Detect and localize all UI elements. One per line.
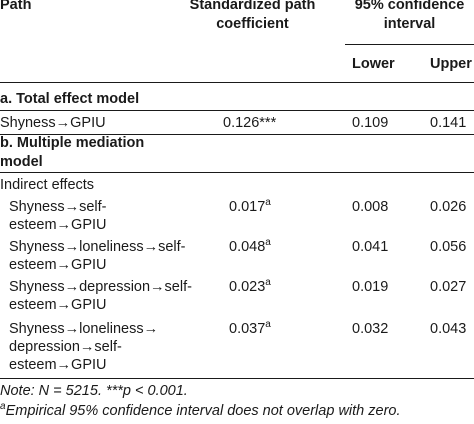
row-coefficient: 0.126*** bbox=[223, 115, 277, 131]
section-multiple-mediation-line2: model bbox=[0, 154, 43, 170]
ci-subheader-rule bbox=[345, 44, 474, 45]
header-ci-line1: 95% confidence bbox=[354, 0, 465, 13]
row-coefficient: 0.017a bbox=[229, 197, 271, 215]
row-coefficient: 0.023a bbox=[229, 277, 271, 295]
row-path: Shyness→self- bbox=[9, 199, 107, 215]
header-coefficient-line2: coefficient bbox=[216, 16, 289, 32]
header-upper: Upper bbox=[430, 56, 472, 72]
row-path-continued: esteem→GPIU bbox=[9, 257, 107, 273]
section-total-effect: a. Total effect model bbox=[0, 91, 140, 107]
row-upper: 0.056 bbox=[430, 239, 467, 255]
row-coefficient: 0.037a bbox=[229, 319, 271, 337]
row-coefficient: 0.048a bbox=[229, 237, 271, 255]
row-path: Shyness→GPIU bbox=[0, 115, 106, 131]
table-bottom-rule bbox=[0, 378, 474, 379]
row-path: Shyness→loneliness→ bbox=[9, 321, 159, 337]
section-a-rule bbox=[0, 110, 474, 111]
indirect-effects-label: Indirect effects bbox=[0, 177, 95, 193]
section-multiple-mediation-line1: b. Multiple mediation bbox=[0, 135, 145, 151]
section-b-rule bbox=[0, 134, 474, 135]
row-path-continued: depression→self- bbox=[9, 339, 122, 355]
row-upper: 0.043 bbox=[430, 321, 467, 337]
row-lower: 0.041 bbox=[352, 239, 389, 255]
table-note: Note: N = 5215. ***p < 0.001. bbox=[0, 383, 188, 399]
row-path-continued: esteem→GPIU bbox=[9, 217, 107, 233]
row-upper: 0.141 bbox=[430, 115, 467, 131]
table-footnote: aEmpirical 95% confidence interval does … bbox=[0, 401, 401, 419]
header-ci-line2: interval bbox=[383, 16, 436, 32]
header-lower: Lower bbox=[352, 56, 395, 72]
row-lower: 0.019 bbox=[352, 279, 389, 295]
row-upper: 0.027 bbox=[430, 279, 467, 295]
row-lower: 0.109 bbox=[352, 115, 389, 131]
row-upper: 0.026 bbox=[430, 199, 467, 215]
row-lower: 0.008 bbox=[352, 199, 389, 215]
section-b-sub-rule bbox=[0, 172, 474, 173]
header-bottom-rule bbox=[0, 82, 474, 83]
row-path-continued: esteem→GPIU bbox=[9, 297, 107, 313]
row-lower: 0.032 bbox=[352, 321, 389, 337]
row-path: Shyness→depression→self- bbox=[9, 279, 192, 295]
header-coefficient-line1: Standardized path bbox=[189, 0, 316, 13]
row-path-continued: esteem→GPIU bbox=[9, 357, 107, 373]
row-path: Shyness→loneliness→self- bbox=[9, 239, 186, 255]
header-path: Path bbox=[0, 0, 32, 13]
